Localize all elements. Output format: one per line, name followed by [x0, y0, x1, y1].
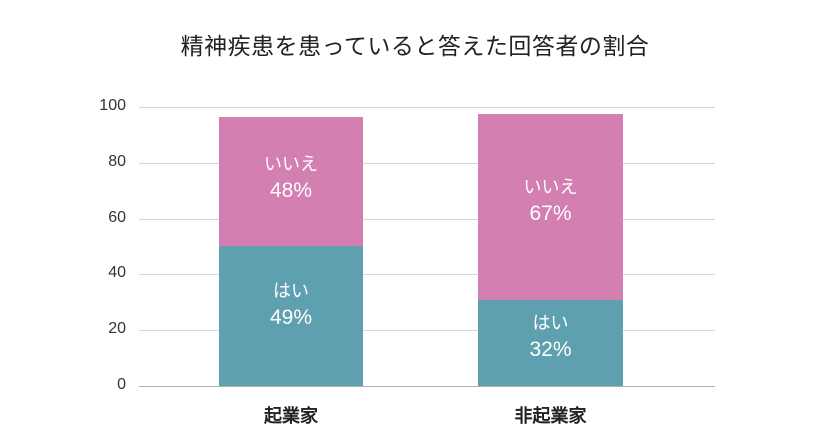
bar-non-entrepreneur-no-segment: いいえ 67%	[478, 114, 623, 300]
y-tick-label: 80	[108, 153, 126, 170]
y-tick-label: 60	[108, 209, 126, 226]
segment-percent-label: 32%	[529, 338, 572, 362]
segment-label: はい 49%	[219, 280, 363, 333]
segment-category-label: いいえ	[264, 154, 318, 175]
gridline-40	[139, 274, 715, 275]
gridline-60	[139, 219, 715, 220]
segment-label: いいえ 67%	[478, 176, 623, 229]
segment-percent-label: 48%	[269, 179, 313, 203]
bar-entrepreneur-no-segment: いいえ 48%	[219, 117, 363, 246]
gridline-20	[139, 330, 715, 331]
segment-label: はい 32%	[478, 312, 623, 365]
y-tick-label: 20	[108, 320, 126, 337]
x-category-label: 非起業家	[514, 406, 587, 427]
segment-percent-label: 67%	[529, 202, 572, 226]
bar-non-entrepreneur-yes-segment: はい 32%	[478, 300, 623, 386]
y-tick-label: 100	[99, 97, 126, 114]
gridline-100	[139, 107, 715, 108]
bar-entrepreneur-yes-segment: はい 49%	[219, 246, 363, 386]
y-tick-label: 40	[108, 264, 126, 281]
x-category-label: 起業家	[264, 406, 318, 427]
gridline-80	[139, 163, 715, 164]
segment-percent-label: 49%	[269, 306, 313, 330]
y-tick-label: 0	[117, 376, 126, 393]
segment-label: いいえ 48%	[219, 153, 363, 206]
segment-category-label: いいえ	[523, 177, 578, 198]
chart-title: 精神疾患を患っていると答えた回答者の割合	[180, 34, 650, 60]
segment-category-label: はい	[273, 281, 309, 302]
x-axis-baseline	[139, 386, 715, 387]
segment-category-label: はい	[532, 313, 569, 334]
